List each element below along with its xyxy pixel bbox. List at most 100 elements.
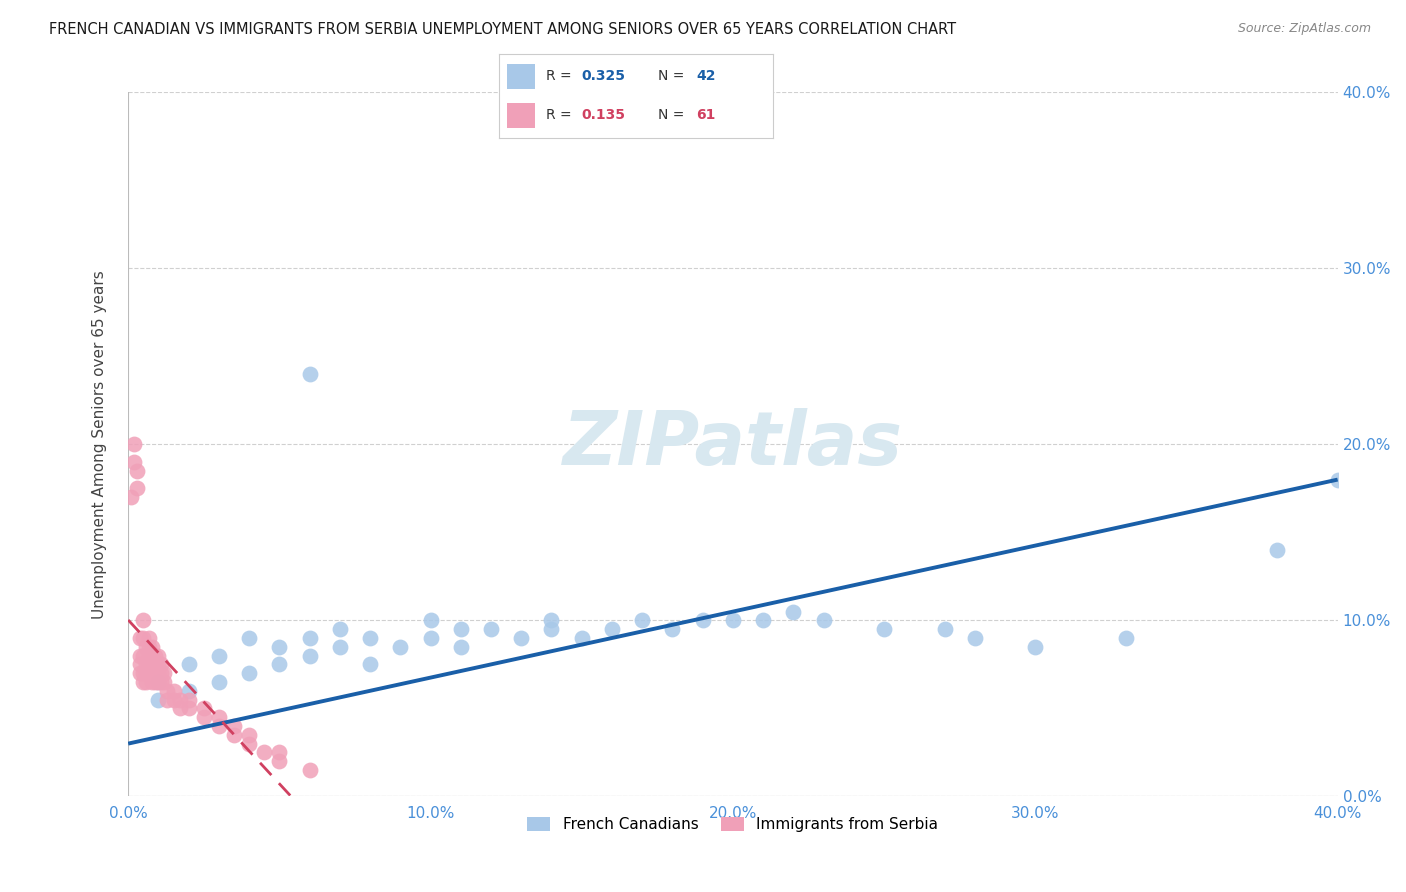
Point: [193, 710, 215, 724]
Point: [162, 692, 184, 706]
Text: ZIPatlas: ZIPatlas: [562, 408, 903, 481]
Point: [269, 657, 291, 672]
Point: [148, 666, 170, 681]
Point: [177, 701, 200, 715]
Point: [145, 675, 167, 690]
Point: [141, 675, 163, 690]
Point: [135, 657, 157, 672]
Text: N =: N =: [658, 109, 685, 122]
Point: [222, 728, 245, 742]
Point: [298, 648, 321, 663]
Point: [873, 622, 896, 636]
Point: [752, 614, 775, 628]
Point: [127, 464, 149, 478]
Point: [162, 683, 184, 698]
Point: [138, 640, 160, 654]
Point: [138, 631, 160, 645]
Point: [419, 614, 441, 628]
Point: [122, 455, 145, 469]
Point: [141, 657, 163, 672]
Point: [208, 719, 231, 733]
Point: [120, 490, 142, 504]
Point: [540, 622, 562, 636]
Point: [359, 631, 381, 645]
Point: [148, 692, 170, 706]
Point: [156, 683, 179, 698]
Point: [135, 675, 157, 690]
Point: [148, 648, 170, 663]
Point: [150, 666, 173, 681]
Point: [782, 605, 804, 619]
Point: [510, 631, 533, 645]
Point: [177, 657, 200, 672]
Point: [169, 692, 191, 706]
Point: [238, 666, 260, 681]
Point: [813, 614, 835, 628]
Text: R =: R =: [546, 109, 571, 122]
Point: [148, 675, 170, 690]
Point: [934, 622, 956, 636]
Point: [132, 675, 155, 690]
Text: 42: 42: [696, 70, 716, 83]
Point: [208, 675, 231, 690]
Point: [692, 614, 714, 628]
Point: [329, 622, 352, 636]
Point: [153, 675, 176, 690]
Point: [141, 666, 163, 681]
Point: [389, 640, 412, 654]
Text: 0.135: 0.135: [582, 109, 626, 122]
Point: [631, 614, 654, 628]
Point: [269, 746, 291, 760]
Point: [148, 675, 170, 690]
Point: [419, 631, 441, 645]
Point: [177, 692, 200, 706]
Legend: French Canadians, Immigrants from Serbia: French Canadians, Immigrants from Serbia: [522, 811, 945, 838]
Point: [359, 657, 381, 672]
Point: [138, 657, 160, 672]
Point: [238, 737, 260, 751]
Point: [122, 437, 145, 451]
Point: [661, 622, 683, 636]
Point: [129, 631, 152, 645]
Point: [127, 482, 149, 496]
Point: [132, 648, 155, 663]
Y-axis label: Unemployment Among Seniors over 65 years: Unemployment Among Seniors over 65 years: [93, 270, 107, 619]
Point: [193, 701, 215, 715]
Point: [132, 614, 155, 628]
Point: [156, 692, 179, 706]
Point: [540, 614, 562, 628]
Point: [1115, 631, 1137, 645]
Point: [138, 666, 160, 681]
Point: [208, 710, 231, 724]
Text: N =: N =: [658, 70, 685, 83]
Point: [253, 746, 276, 760]
Point: [298, 763, 321, 777]
Point: [238, 631, 260, 645]
Point: [145, 648, 167, 663]
Text: Source: ZipAtlas.com: Source: ZipAtlas.com: [1237, 22, 1371, 36]
Text: 0.325: 0.325: [582, 70, 626, 83]
Point: [479, 622, 502, 636]
Point: [450, 640, 472, 654]
Point: [1326, 473, 1348, 487]
FancyBboxPatch shape: [508, 63, 534, 89]
Point: [721, 614, 744, 628]
Point: [1265, 543, 1288, 558]
Point: [1024, 640, 1046, 654]
Point: [129, 648, 152, 663]
Point: [222, 719, 245, 733]
Point: [145, 657, 167, 672]
FancyBboxPatch shape: [508, 103, 534, 128]
Point: [129, 657, 152, 672]
Point: [150, 675, 173, 690]
Point: [600, 622, 623, 636]
Point: [150, 657, 173, 672]
Point: [571, 631, 593, 645]
Point: [141, 648, 163, 663]
Point: [963, 631, 986, 645]
Point: [269, 640, 291, 654]
Point: [177, 683, 200, 698]
Point: [450, 622, 472, 636]
Point: [132, 631, 155, 645]
Text: R =: R =: [546, 70, 571, 83]
